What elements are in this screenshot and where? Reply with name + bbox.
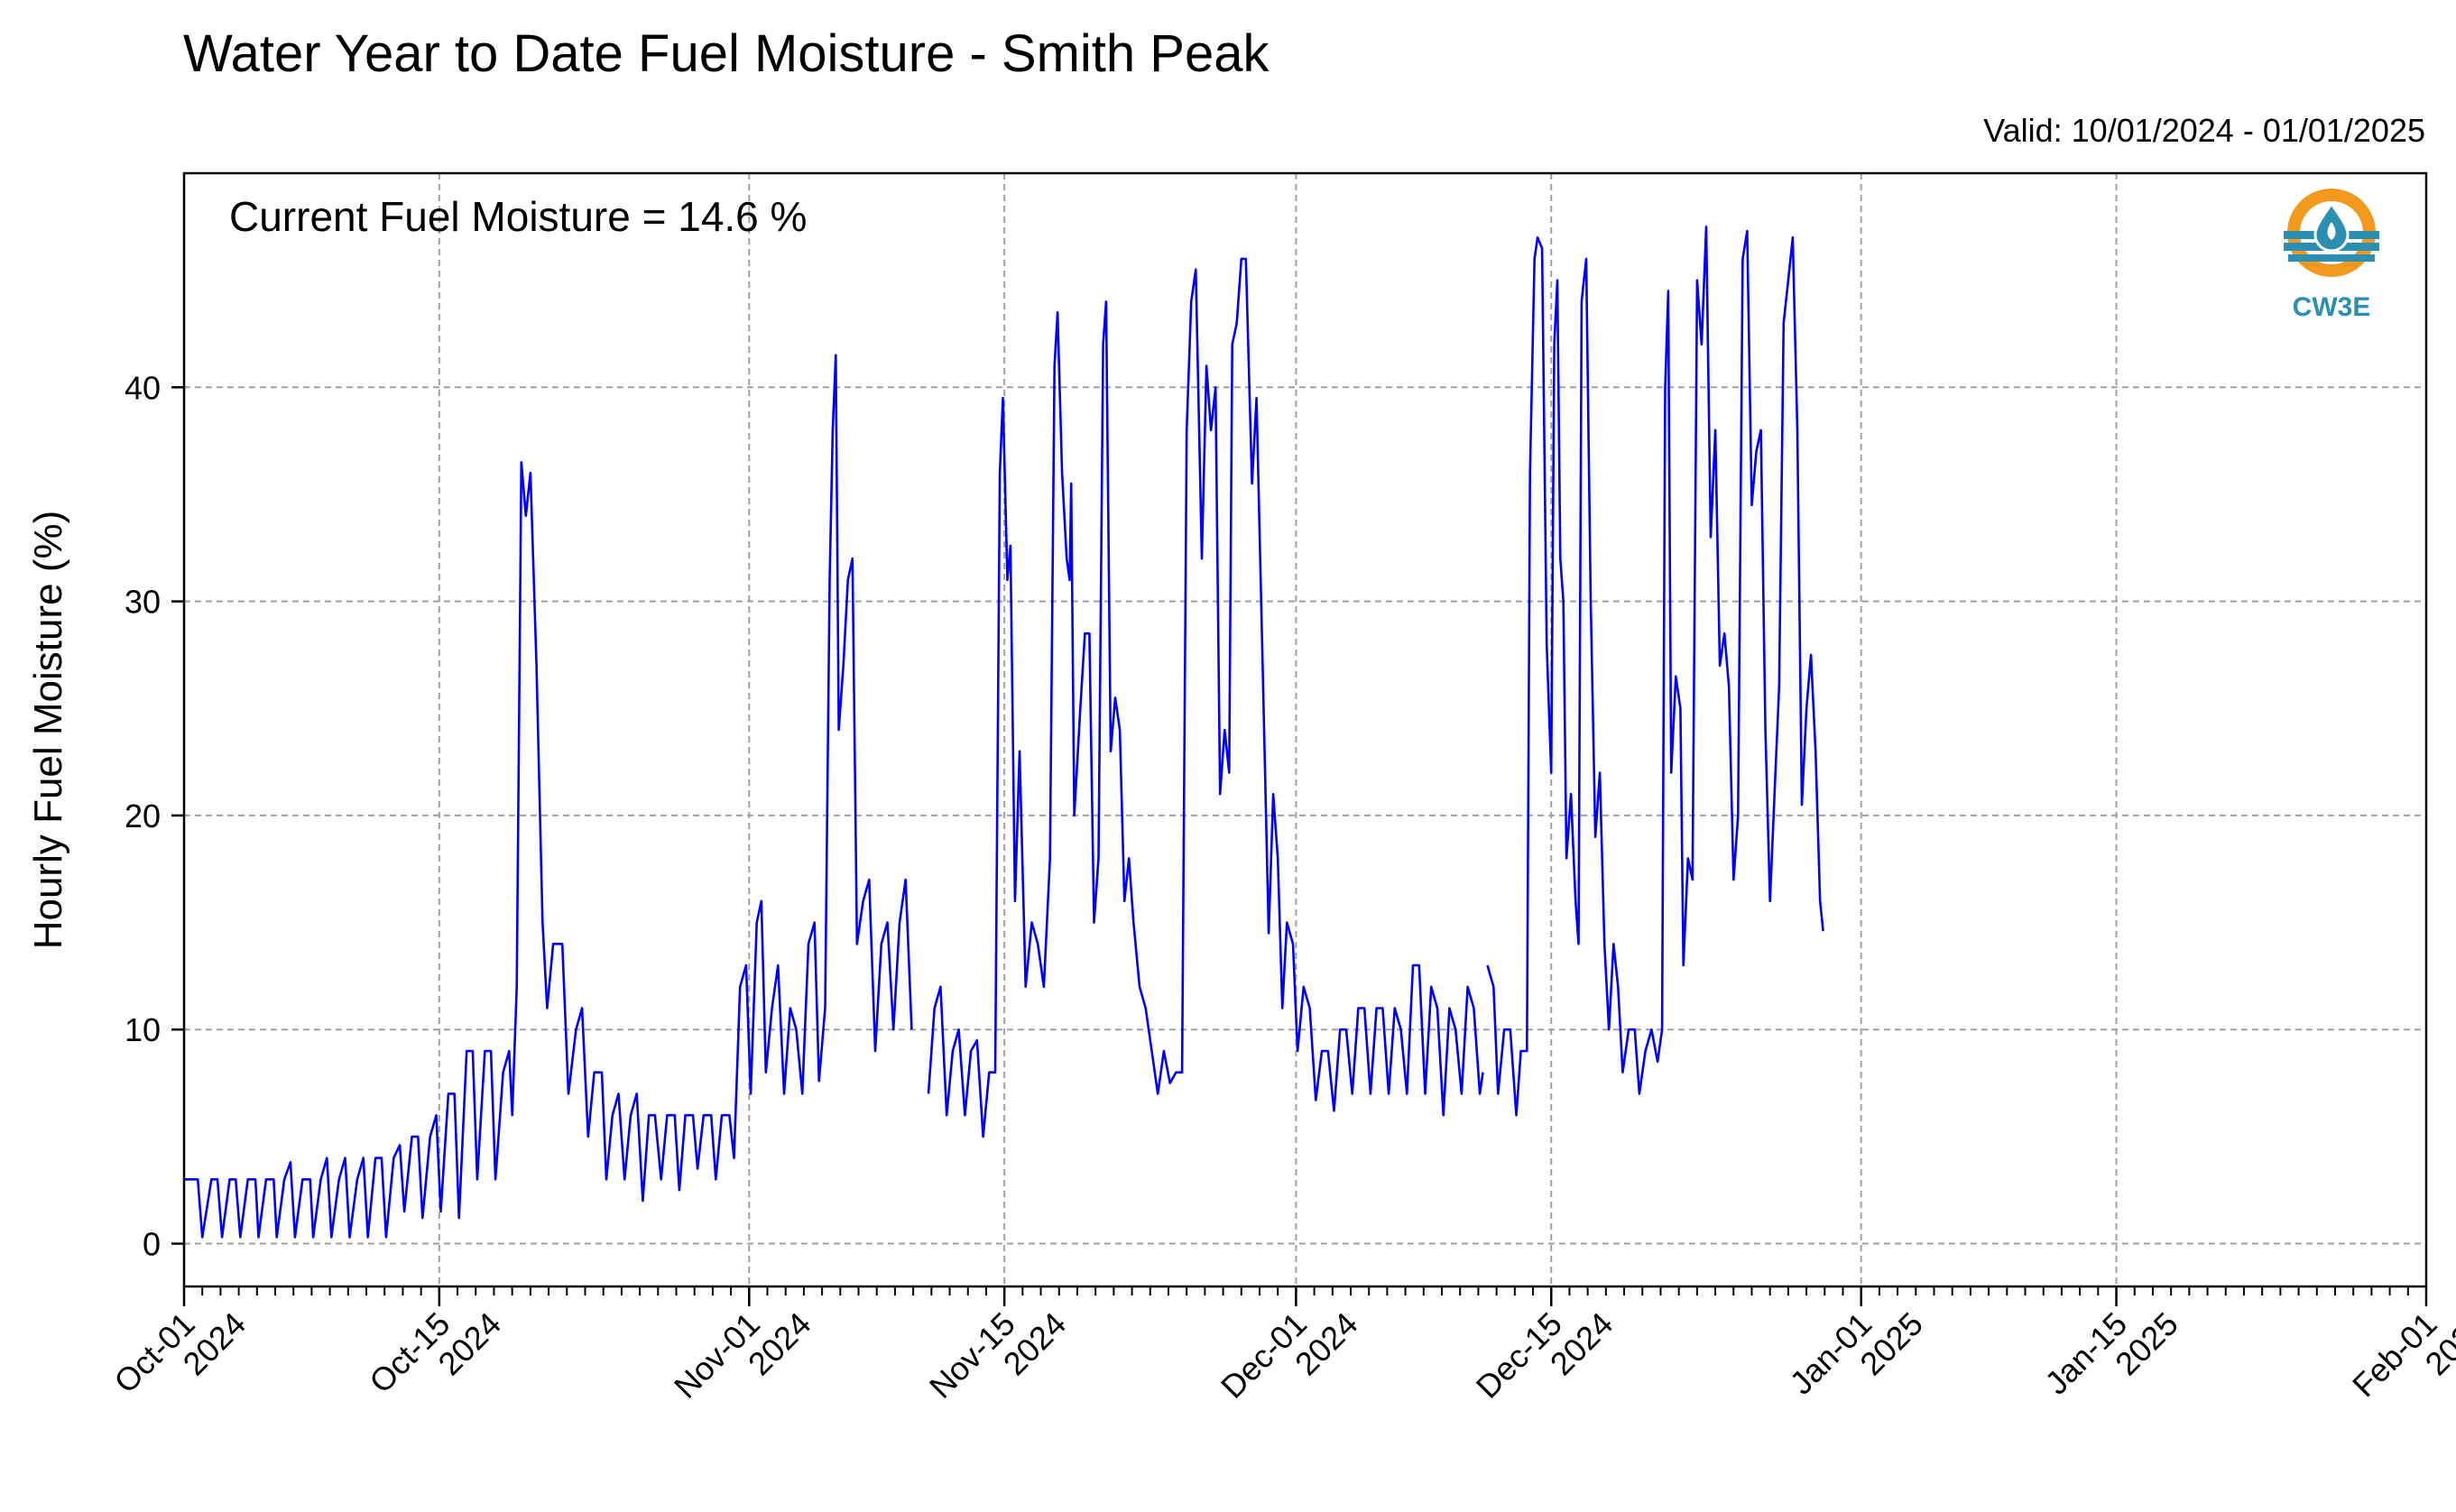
y-tick-label: 10 (125, 1011, 161, 1048)
y-tick-label: 20 (125, 797, 161, 834)
series-line-hourly-fuel-moisture-segment (1486, 226, 1824, 1117)
cw3e-logo: CW3E (2284, 189, 2379, 322)
y-tick-labels: 0 10 20 30 40 (125, 369, 161, 1262)
chart-title: Water Year to Date Fuel Moisture - Smith… (183, 24, 1270, 83)
y-tick-label: 0 (143, 1226, 161, 1263)
axis-ticks (171, 386, 2428, 1306)
valid-date-range: Valid: 10/01/2024 - 01/01/2025 (1983, 112, 2425, 149)
series-line-hourly-fuel-moisture-segment (927, 257, 1484, 1139)
flame-icon (2327, 222, 2336, 240)
current-fuel-moisture-label: Current Fuel Moisture = 14.6 % (229, 193, 807, 240)
y-axis-label: Hourly Fuel Moisture (%) (26, 511, 70, 950)
logo-wave-3 (2288, 254, 2375, 262)
grid-lines (183, 173, 2427, 1286)
plot-frame (182, 171, 2428, 1288)
y-tick-label: 40 (125, 369, 161, 406)
y-tick-label: 30 (125, 584, 161, 621)
series-line-hourly-fuel-moisture (184, 354, 913, 1239)
logo-text: CW3E (2293, 292, 2371, 322)
